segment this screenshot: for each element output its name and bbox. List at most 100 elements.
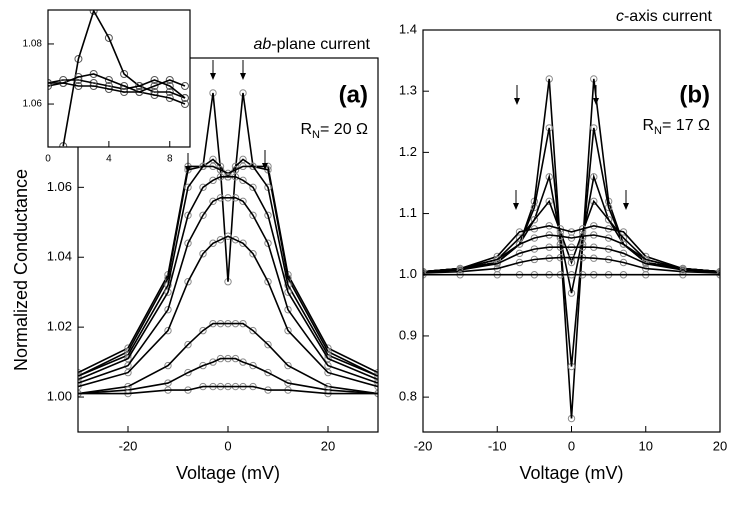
arrow-head <box>514 98 520 105</box>
data-point <box>239 176 247 185</box>
data-point <box>249 211 257 219</box>
data-point <box>199 250 207 258</box>
data-point <box>249 250 257 258</box>
x-tick-label: 0 <box>224 438 231 453</box>
curve <box>78 322 378 395</box>
data-point <box>124 368 132 377</box>
current-italic: ab <box>253 36 271 53</box>
data-point <box>184 278 192 286</box>
data-point <box>150 76 159 85</box>
panel-a: 1.00 1.02 1.04 1.06 -20 0 20 Voltage (mV) Normal… <box>11 36 379 483</box>
y-axis-label: Normalized Conductance <box>11 169 31 371</box>
data-point <box>199 183 207 192</box>
data-point <box>184 211 192 219</box>
y-tick-label: 1.04 <box>47 249 72 264</box>
data-point <box>284 288 292 296</box>
arrow-head <box>513 203 519 210</box>
rn-rest: = 20 Ω <box>320 121 368 138</box>
data-point <box>545 197 553 206</box>
data-point <box>120 69 129 78</box>
arrow-head <box>210 73 216 80</box>
curve <box>78 197 378 384</box>
x-tick-label: -20 <box>414 438 433 453</box>
y-tick-label: 1.08 <box>23 39 43 50</box>
inset-background <box>48 10 190 147</box>
data-point <box>239 239 247 247</box>
data-point <box>493 255 501 264</box>
curve <box>423 234 720 273</box>
x-axis-label: Voltage (mV) <box>519 463 623 483</box>
curve <box>48 73 186 105</box>
data-point <box>180 94 189 103</box>
data-point <box>184 340 192 349</box>
annotations <box>185 60 629 210</box>
y-tick-label: 1.4 <box>399 21 417 36</box>
y-tick-label: 1.06 <box>23 99 43 110</box>
plot-area <box>423 75 720 423</box>
arrow-head <box>623 203 629 210</box>
x-tick-label: 20 <box>321 438 335 453</box>
x-tick-label: 20 <box>713 438 727 453</box>
curve <box>78 357 378 395</box>
data-point <box>590 197 598 206</box>
data-point <box>199 361 207 370</box>
data-point <box>164 326 172 335</box>
resistance-label: RN= 17 Ω <box>642 117 710 137</box>
data-point <box>324 354 332 363</box>
curve <box>423 246 720 274</box>
data-point <box>284 326 292 335</box>
x-tick-label: 8 <box>167 154 173 165</box>
x-axis-label: Voltage (mV) <box>176 463 280 483</box>
x-tick-label: 10 <box>639 438 653 453</box>
data-point <box>239 197 247 206</box>
current-rest: -axis current <box>624 8 713 25</box>
x-tick-label: 0 <box>568 438 575 453</box>
data-point <box>231 236 240 244</box>
arrow-head <box>262 163 268 170</box>
data-point <box>216 166 225 174</box>
y-tick-label: 0.8 <box>399 389 417 404</box>
data-point <box>209 197 217 206</box>
data-point <box>150 82 159 91</box>
data-point <box>604 215 613 224</box>
curve <box>423 224 720 273</box>
x-tick-label: -10 <box>488 438 507 453</box>
data-point <box>184 239 192 247</box>
curve <box>423 256 720 274</box>
x-tick-label: 4 <box>106 154 112 165</box>
arrow-head <box>593 98 599 105</box>
data-point <box>515 240 524 248</box>
data-point <box>515 249 524 258</box>
data-point <box>165 76 174 85</box>
current-label: ab-plane current <box>253 36 370 53</box>
data-point <box>530 215 539 224</box>
data-point <box>264 340 272 349</box>
data-point <box>284 361 292 370</box>
data-point <box>124 361 132 370</box>
data-point <box>239 155 247 164</box>
curve <box>78 235 378 388</box>
data-point <box>216 236 225 244</box>
plot-area <box>48 10 189 147</box>
y-tick-label: 1.0 <box>399 266 417 281</box>
panel-label: (b) <box>679 81 710 108</box>
data-point <box>124 354 132 363</box>
plot-area <box>78 89 378 398</box>
data-point <box>184 368 192 377</box>
current-rest: -plane current <box>271 36 370 53</box>
data-point <box>619 240 628 248</box>
data-point <box>209 176 217 185</box>
y-tick-label: 1.06 <box>47 179 72 194</box>
data-point <box>249 183 257 192</box>
inset: 1.06 1.08 0 4 8 <box>23 9 191 165</box>
x-tick-label: 0 <box>45 154 51 165</box>
data-point <box>89 10 98 15</box>
data-point <box>249 326 257 335</box>
y-tick-label: 1.3 <box>399 83 417 98</box>
y-tick-label: 1.2 <box>399 144 417 159</box>
x-tick-label: -20 <box>119 438 138 453</box>
y-tick-label: 0.9 <box>399 327 417 342</box>
plot-frame <box>422 29 721 433</box>
rn-rest: = 17 Ω <box>662 117 710 134</box>
